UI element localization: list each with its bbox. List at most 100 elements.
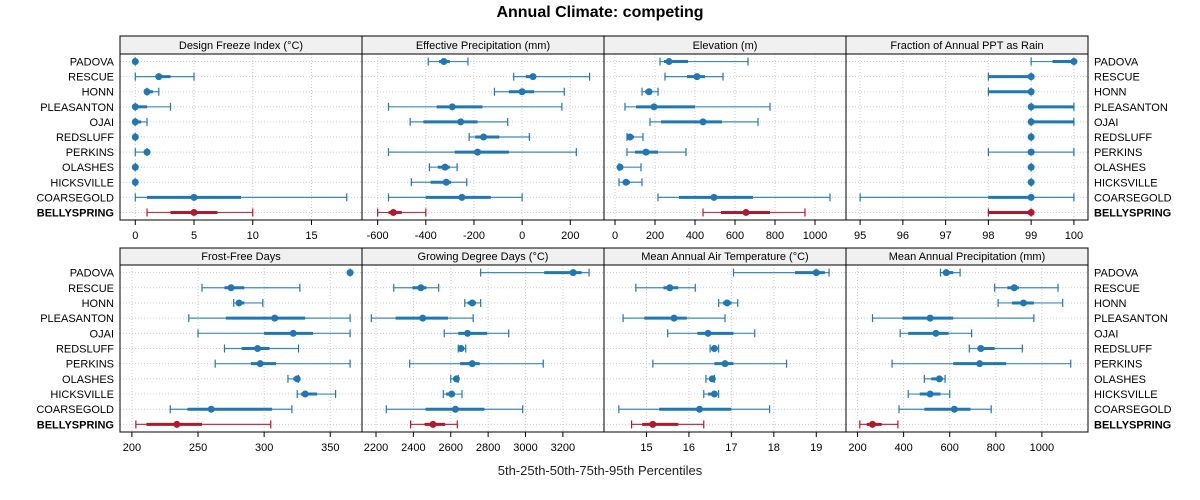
site-label: COARSEGOLD <box>1094 192 1172 204</box>
x-tick-label: 2600 <box>439 442 463 454</box>
x-tick-label: 100 <box>1065 230 1083 242</box>
x-tick-label: -200 <box>463 230 485 242</box>
median-point <box>143 148 151 156</box>
median-point <box>950 405 958 413</box>
median-point <box>710 193 718 201</box>
median-point <box>442 178 450 186</box>
median-point <box>448 390 456 398</box>
median-point <box>1027 178 1035 186</box>
median-point <box>131 118 139 126</box>
median-point <box>1027 193 1035 201</box>
site-label: PADOVA <box>70 57 115 69</box>
site-label: OJAI <box>1094 328 1118 340</box>
x-tick-label: 1000 <box>803 230 827 242</box>
median-point <box>254 345 262 352</box>
median-point <box>441 163 449 171</box>
median-point <box>448 103 456 111</box>
site-label: COARSEGOLD <box>36 404 114 416</box>
median-point <box>710 345 718 352</box>
median-point <box>346 269 354 277</box>
site-label: COARSEGOLD <box>1094 404 1172 416</box>
median-point <box>932 329 940 337</box>
site-label: PLEASANTON <box>1094 102 1168 114</box>
median-point <box>616 163 624 171</box>
x-tick-label: 800 <box>987 442 1005 454</box>
median-point <box>1027 208 1035 216</box>
median-point <box>458 193 466 201</box>
median-point <box>1027 118 1035 126</box>
median-point <box>708 375 716 383</box>
median-point <box>293 375 301 383</box>
median-point <box>812 269 820 277</box>
median-point <box>926 390 934 398</box>
median-point <box>131 163 139 171</box>
x-tick-label: 800 <box>766 230 784 242</box>
site-label: HONN <box>82 298 114 310</box>
site-label: PERKINS <box>66 359 114 371</box>
site-label: OJAI <box>90 328 114 340</box>
median-point <box>696 405 704 413</box>
site-label: PADOVA <box>70 268 115 280</box>
median-point <box>235 299 243 307</box>
median-point <box>645 88 653 96</box>
x-tick-label: 200 <box>646 230 664 242</box>
x-tick-label: 17 <box>725 442 737 454</box>
median-point <box>468 299 476 307</box>
panel-border <box>845 264 1089 433</box>
panel-title: Fraction of Annual PPT as Rain <box>890 40 1043 52</box>
median-point <box>650 103 658 111</box>
x-tick-label: 2200 <box>364 442 388 454</box>
x-tick-label: 250 <box>189 442 207 454</box>
median-point <box>190 208 198 216</box>
x-tick-label: 600 <box>941 442 959 454</box>
x-tick-label: -600 <box>367 230 389 242</box>
median-point <box>256 360 264 368</box>
median-point <box>976 360 984 368</box>
median-point <box>1070 58 1078 66</box>
x-tick-label: 1000 <box>1030 442 1054 454</box>
median-point <box>301 390 309 398</box>
x-tick-label: 3200 <box>551 442 575 454</box>
site-label: RESCUE <box>68 283 114 295</box>
median-point <box>289 329 297 337</box>
site-label: PERKINS <box>1094 359 1142 371</box>
site-label: RESCUE <box>1094 72 1140 84</box>
x-tick-label: 19 <box>810 442 822 454</box>
median-point <box>518 88 526 96</box>
median-point <box>131 178 139 186</box>
x-tick-label: 200 <box>848 442 866 454</box>
median-point <box>935 375 943 383</box>
site-label: BELLYSPRING <box>1094 207 1171 219</box>
panel-title: Mean Annual Air Temperature (°C) <box>641 251 808 263</box>
median-point <box>693 73 701 81</box>
median-point <box>869 420 877 428</box>
x-tick-label: 18 <box>768 442 780 454</box>
x-tick-label: 15 <box>305 230 317 242</box>
x-tick-label: 400 <box>686 230 704 242</box>
median-point <box>642 148 650 156</box>
x-axis-label: 5th-25th-50th-75th-95th Percentiles <box>497 463 703 478</box>
median-point <box>721 360 729 368</box>
x-tick-label: 97 <box>939 230 951 242</box>
site-label: OLASHES <box>62 162 114 174</box>
site-label: HICKSVILLE <box>50 177 114 189</box>
site-label: HONN <box>1094 298 1126 310</box>
x-tick-label: 15 <box>640 442 652 454</box>
x-tick-label: 98 <box>982 230 994 242</box>
x-tick-label: 2800 <box>476 442 500 454</box>
median-point <box>419 314 427 322</box>
median-point <box>271 314 279 322</box>
median-point <box>429 420 437 428</box>
x-tick-label: 300 <box>255 442 273 454</box>
median-point <box>1019 299 1027 307</box>
site-label: HONN <box>1094 87 1126 99</box>
median-point <box>977 345 985 352</box>
panel-border <box>845 53 1089 221</box>
x-tick-label: 96 <box>897 230 909 242</box>
median-point <box>143 88 151 96</box>
x-tick-label: 200 <box>123 442 141 454</box>
site-label: HICKSVILLE <box>1094 389 1158 401</box>
x-tick-label: 16 <box>683 442 695 454</box>
site-label: PERKINS <box>1094 147 1142 159</box>
